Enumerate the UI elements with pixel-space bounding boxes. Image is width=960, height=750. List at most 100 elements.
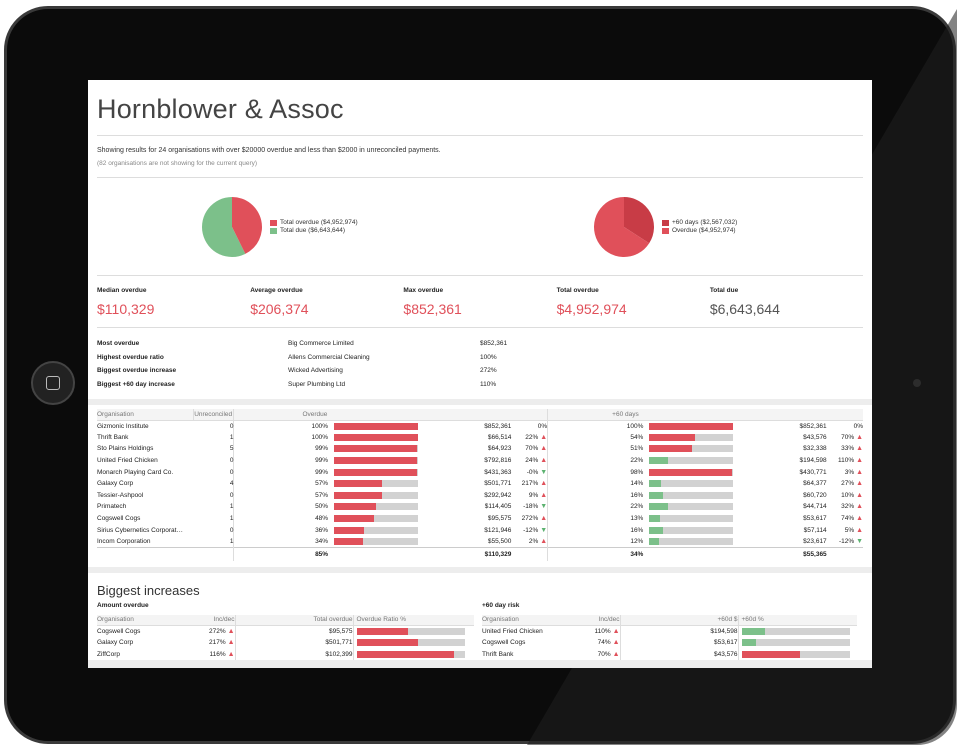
- table-row[interactable]: Galaxy Corp 4 57% $501,771 217% ▲ 14% $64,377 2…: [97, 477, 863, 490]
- table-row[interactable]: Gizmonic Institute 0 100% $852,361 0% 100% $85…: [97, 420, 863, 432]
- org-name[interactable]: United Fried Chicken: [482, 628, 543, 636]
- sixty-change: 74% ▲: [841, 515, 863, 523]
- change: 110% ▲: [594, 628, 620, 636]
- org-name[interactable]: Incom Corporation: [97, 537, 151, 545]
- org-name[interactable]: Monarch Playing Card Co.: [97, 468, 174, 476]
- table-row[interactable]: Monarch Playing Card Co. 0 99% $431,363 -0% …: [97, 466, 863, 478]
- overdue-amount: $55,500: [487, 537, 512, 545]
- sixty-bar: [649, 433, 734, 441]
- overdue-amount: $114,405: [484, 503, 512, 511]
- list-item[interactable]: Galaxy Corp 217% ▲ $501,771: [97, 637, 474, 649]
- col-overdue[interactable]: Overdue: [233, 409, 329, 421]
- pie-slice-overdue[interactable]: [594, 196, 650, 257]
- camera: [913, 379, 921, 387]
- amount: $43,576: [619, 648, 738, 661]
- pie1-legend: Total overdue ($4,952,974) Total due ($6…: [270, 218, 358, 235]
- ratio-bar: [356, 651, 465, 659]
- sixty-change: 5% ▲: [844, 526, 863, 534]
- sixty-amount: $430,771: [799, 468, 827, 476]
- table-row[interactable]: Incom Corporation 1 34% $55,500 2% ▲ 12% $23,6…: [97, 535, 863, 548]
- overdue-amount: $66,514: [487, 433, 512, 441]
- sixty-change: 33% ▲: [841, 445, 863, 453]
- org-name[interactable]: Tessier-Ashpool: [97, 491, 144, 499]
- org-name[interactable]: United Fried Chicken: [97, 457, 158, 465]
- pie-slice-total-due[interactable]: [202, 196, 246, 257]
- overdue-pct: 99%: [233, 443, 329, 455]
- up-arrow-icon: ▲: [854, 515, 863, 523]
- up-arrow-icon: ▲: [538, 515, 548, 523]
- org-name[interactable]: Sto Plains Holdings: [97, 445, 154, 453]
- overdue-bar: [334, 422, 419, 430]
- sixty-pct: 16%: [547, 489, 644, 502]
- pie-slice-sixty-days[interactable]: [624, 196, 654, 243]
- overdue-amount: $95,575: [487, 515, 512, 523]
- table-row[interactable]: Thrift Bank 1 100% $66,514 22% ▲ 54% $43,576 70…: [97, 431, 863, 444]
- pie-slice-total-overdue[interactable]: [232, 196, 262, 254]
- list-item[interactable]: Cogswell Cogs 272% ▲ $95,575: [97, 625, 474, 638]
- sixty-bar: [649, 422, 734, 430]
- kpi-max-overdue: Max overdue $852,361: [403, 287, 462, 317]
- table-row[interactable]: Primatech 1 50% $114,405 -18% ▼ 22% $44,714 32%…: [97, 501, 863, 513]
- org-name[interactable]: Sirius Cybernetics Corporat…: [97, 526, 183, 534]
- unreconciled-count: 1: [229, 503, 234, 511]
- sixty-bar: [649, 503, 734, 511]
- overdue-pct: 99%: [233, 454, 329, 467]
- overdue-pct: 34%: [233, 535, 329, 548]
- unreconciled-count: 5: [229, 445, 234, 453]
- up-arrow-icon: ▲: [854, 491, 863, 499]
- org-name[interactable]: Thrift Bank: [97, 433, 129, 441]
- overdue-bar: [334, 445, 419, 453]
- fact-most-overdue: Most overdue Big Commerce Limited $852,361: [97, 340, 508, 348]
- org-name[interactable]: Cogswell Cogs: [97, 628, 141, 636]
- overdue-due-pie: [202, 196, 262, 257]
- legend-total-due: Total due ($6,643,644): [270, 227, 358, 234]
- overdue-bar: [334, 515, 419, 523]
- change: 217% ▲: [209, 639, 235, 647]
- table-row[interactable]: Tessier-Ashpool 0 57% $292,942 9% ▲ 16% $60,72…: [97, 489, 863, 502]
- sixty-bar: [649, 491, 734, 499]
- home-button[interactable]: [31, 361, 75, 405]
- sixty-pct: 13%: [547, 512, 644, 525]
- table-row[interactable]: United Fried Chicken 0 99% $792,816 24% ▲ 22%…: [97, 454, 863, 467]
- col-organisation[interactable]: Organisation: [97, 409, 194, 421]
- org-name[interactable]: Cogswell Cogs: [97, 515, 141, 523]
- amount: $194,598: [619, 625, 738, 638]
- sixty-bar: [649, 480, 734, 488]
- org-name[interactable]: Galaxy Corp: [97, 639, 134, 647]
- org-name[interactable]: Cogswell Cogs: [482, 639, 526, 647]
- list-item[interactable]: United Fried Chicken 110% ▲ $194,598: [482, 625, 857, 638]
- org-name[interactable]: Gizmonic Institute: [97, 422, 149, 430]
- sixty-change: 27% ▲: [841, 480, 863, 488]
- totals-row: 85% $110,329 34% $55,365: [97, 547, 863, 561]
- table-row[interactable]: Cogswell Cogs 1 48% $95,575 272% ▲ 13% $53,617…: [97, 512, 863, 525]
- org-name[interactable]: ZiffCorp: [97, 651, 120, 659]
- overdue-change: -12% ▼: [523, 526, 548, 534]
- sixty-pct: 12%: [547, 535, 644, 548]
- amount-overdue-title: Amount overdue: [97, 601, 149, 609]
- org-name[interactable]: Galaxy Corp: [97, 480, 134, 488]
- table-row[interactable]: Sto Plains Holdings 5 99% $64,923 70% ▲ 51% $3…: [97, 443, 863, 455]
- overdue-amount: $852,361: [484, 422, 512, 430]
- list-item[interactable]: Cogswell Cogs 74% ▲ $53,617: [482, 637, 857, 649]
- ratio-bar: [356, 639, 465, 647]
- unreconciled-count: 0: [229, 526, 234, 534]
- kpi-total-due: Total due $6,643,644: [709, 287, 780, 317]
- ratio-bar: [741, 628, 850, 636]
- overdue-amount: $501,771: [484, 480, 512, 488]
- query-subdescription: (82 organisations are not showing for th…: [97, 160, 863, 178]
- amount: $95,575: [234, 625, 353, 638]
- list-item[interactable]: ZiffCorp 116% ▲ $102,399: [97, 648, 474, 661]
- col-sixty-days[interactable]: +60 days: [547, 409, 644, 421]
- table-row[interactable]: Sirius Cybernetics Corporat… 0 36% $121,946…: [97, 524, 863, 536]
- legend-total-overdue: Total overdue ($4,952,974): [270, 219, 358, 226]
- org-name[interactable]: Thrift Bank: [482, 651, 514, 659]
- col-unreconciled[interactable]: Unreconciled: [193, 409, 234, 421]
- sixty-pct: 100%: [547, 420, 644, 432]
- up-arrow-icon: ▲: [854, 468, 863, 476]
- summary-panel: Hornblower & Assoc Showing results for 2…: [88, 80, 872, 399]
- org-name[interactable]: Primatech: [97, 503, 127, 511]
- sixty-pct: 14%: [547, 477, 644, 490]
- unreconciled-count: 0: [229, 457, 234, 465]
- list-item[interactable]: Thrift Bank 70% ▲ $43,576: [482, 648, 857, 661]
- unreconciled-count: 0: [229, 422, 234, 430]
